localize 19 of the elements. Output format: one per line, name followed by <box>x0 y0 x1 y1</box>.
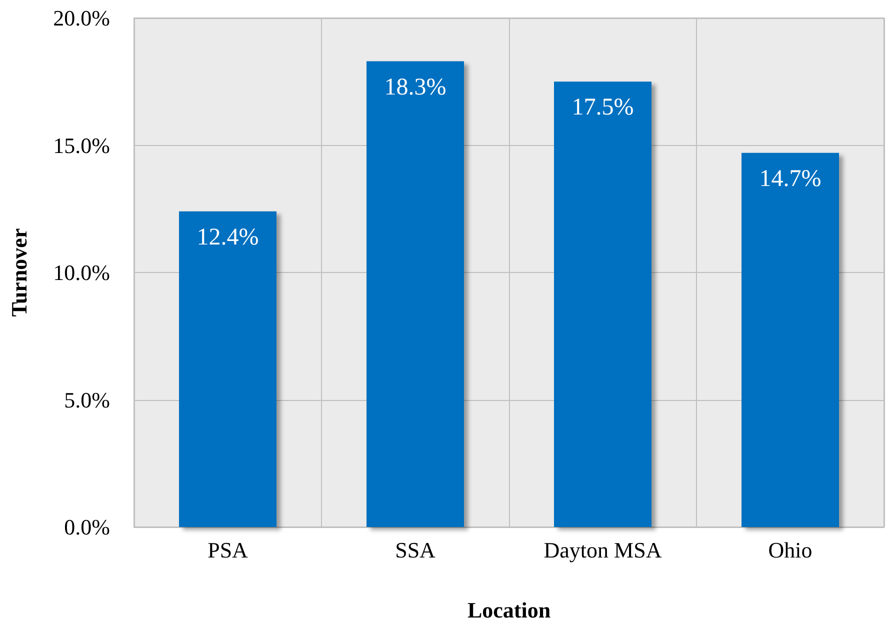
x-tick-label: Ohio <box>768 538 812 562</box>
bar <box>554 82 652 527</box>
data-label: 17.5% <box>572 94 634 121</box>
y-axis-title: Turnover <box>6 228 32 317</box>
y-tick-label: 10.0% <box>53 260 110 285</box>
y-tick-label: 5.0% <box>64 387 110 412</box>
x-axis-title: Location <box>467 598 551 622</box>
bar <box>179 211 276 527</box>
data-label: 14.7% <box>759 166 822 192</box>
y-tick-label: 20.0% <box>53 6 110 30</box>
y-tick-label: 15.0% <box>53 132 110 158</box>
data-label: 12.4% <box>196 224 259 250</box>
x-tick-label: SSA <box>395 538 436 562</box>
bar <box>366 61 464 527</box>
x-tick-label: Dayton MSA <box>544 538 662 562</box>
y-tick-label: 0.0% <box>64 514 110 540</box>
data-label: 18.3% <box>384 74 446 100</box>
x-tick-label: PSA <box>208 538 248 562</box>
bar <box>742 152 839 527</box>
